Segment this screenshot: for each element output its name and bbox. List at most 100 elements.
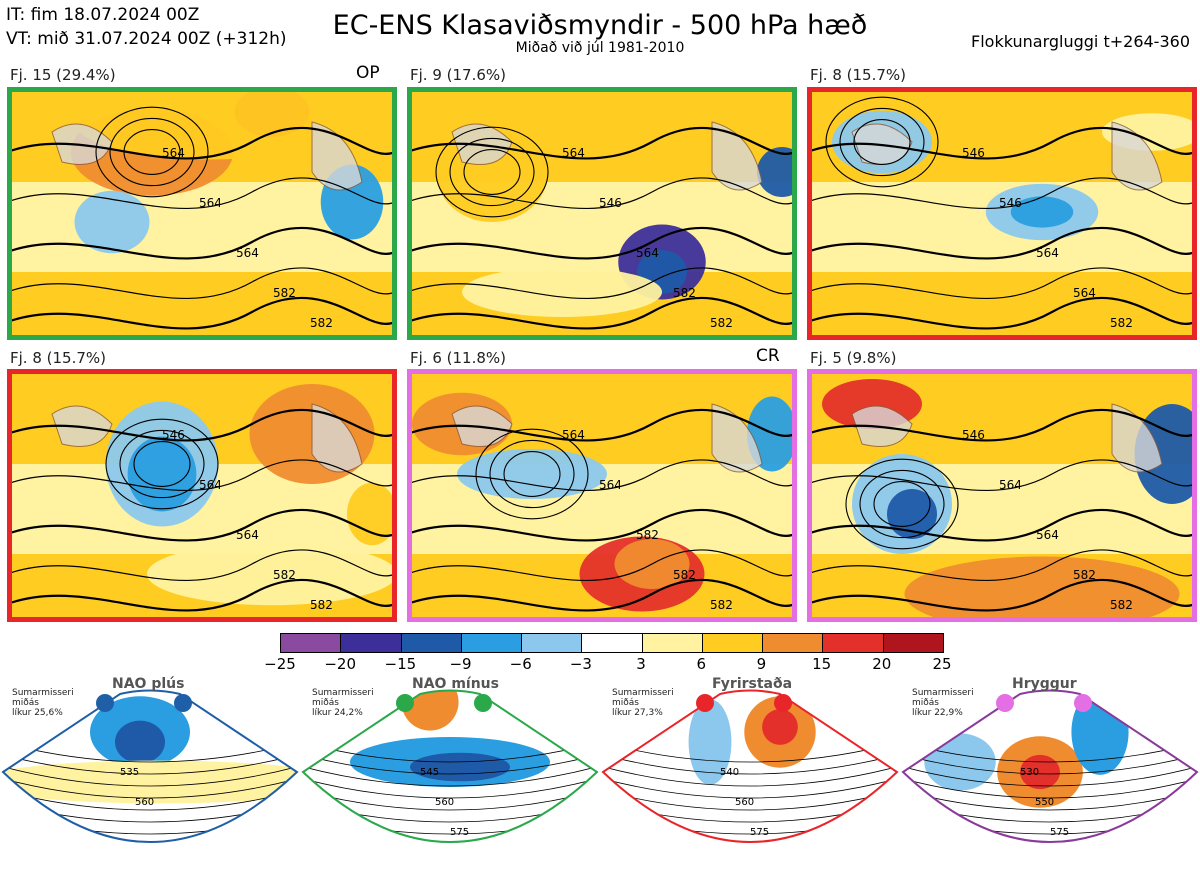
- low-contour: [489, 439, 575, 509]
- contour-label: 564: [562, 146, 585, 160]
- regime-anomaly-blob: [115, 720, 165, 764]
- height-contour: [412, 127, 792, 160]
- contour-label: 582: [310, 598, 333, 612]
- regime-note: Sumarmisseri miðás líkur 22,9%: [912, 688, 974, 718]
- regime-contour: [903, 765, 1197, 787]
- regime-contour: [903, 741, 1197, 763]
- regime-note: Sumarmisseri miðás líkur 27,3%: [612, 688, 674, 718]
- regime-note: Sumarmisseri miðás líkur 24,2%: [312, 688, 374, 718]
- contour-label: 564: [636, 246, 659, 260]
- colorbar-segment: [401, 634, 462, 652]
- colorbar-tick-label: −25: [264, 655, 296, 673]
- height-contour: [412, 409, 792, 442]
- regime-contour-label: 560: [735, 797, 754, 808]
- regime-contour: [303, 789, 597, 811]
- low-contour: [463, 149, 521, 195]
- regime-panel: 540 560 575 Fyrirstaða Sumarmisseri miðás líku…: [600, 672, 900, 872]
- regime-contour-label: 560: [435, 797, 454, 808]
- regime-contour-label: 550: [1035, 797, 1054, 808]
- contour-label: 564: [236, 528, 259, 542]
- low-contour: [119, 429, 205, 499]
- regime-contour: [603, 753, 897, 775]
- regime-contour: [903, 789, 1197, 811]
- contour-label: 582: [1110, 598, 1133, 612]
- colorbar-tick-label: 25: [932, 655, 952, 673]
- height-contour: [812, 509, 1192, 542]
- contour-label: 564: [199, 196, 222, 210]
- regime-title: NAO mínus: [412, 676, 499, 692]
- colorbar-tick-label: 15: [812, 655, 832, 673]
- regime-frame: [301, 689, 599, 843]
- height-contour: [412, 509, 792, 542]
- regime-anomaly-blob: [924, 733, 996, 791]
- panel-label: Fj. 5 (9.8%): [810, 349, 897, 367]
- height-contour: [12, 579, 392, 612]
- low-contour: [449, 137, 535, 207]
- colorbar-segment: [763, 634, 824, 652]
- page-title: EC-ENS Klasaviðsmyndir - 500 hPa hæð: [332, 10, 868, 41]
- height-contour: [812, 409, 1192, 442]
- height-contour: [812, 267, 1192, 299]
- height-contour: [412, 267, 792, 299]
- regime-contour: [3, 741, 297, 763]
- colorbar-segment: [461, 634, 523, 652]
- regime-contour: [303, 765, 597, 787]
- regime-contour: [303, 777, 597, 799]
- low-contour: [859, 469, 945, 539]
- height-contour: [412, 227, 792, 260]
- panel-tag: OP: [356, 63, 380, 83]
- regime-marker-dot: [396, 694, 414, 712]
- contour-label: 582: [273, 568, 296, 582]
- regime-title: Hryggur: [1012, 676, 1077, 692]
- height-contour: [412, 549, 792, 581]
- colorbar-segment: [642, 634, 703, 652]
- regime-contour-label: 575: [1050, 827, 1069, 838]
- regime-marker-dot: [996, 694, 1014, 712]
- contour-label: 564: [199, 478, 222, 492]
- regime-anomaly-blob: [762, 709, 798, 745]
- anomaly-blob: [462, 267, 662, 317]
- regime-marker-dot: [474, 694, 492, 712]
- regime-frame: [601, 689, 899, 843]
- contour-label: 564: [1036, 246, 1059, 260]
- height-contour: [812, 549, 1192, 581]
- page-subtitle: Miðað við júl 1981-2010: [515, 40, 685, 56]
- contour-label: 546: [999, 196, 1022, 210]
- panel-label: Fj. 6 (11.8%): [410, 349, 506, 367]
- anomaly-blob: [74, 190, 150, 254]
- colorbar: [280, 633, 944, 653]
- cluster-map-panel: 564 564 582 582 582: [407, 369, 797, 622]
- low-contour: [845, 458, 959, 550]
- regime-contour-label: 560: [135, 797, 154, 808]
- regime-marker-dot: [774, 694, 792, 712]
- regime-anomaly-blob: [3, 760, 297, 804]
- height-contour: [12, 267, 392, 299]
- colorbar-segment: [883, 634, 943, 652]
- anomaly-blob: [147, 542, 392, 606]
- contour-label: 564: [1073, 286, 1096, 300]
- cluster-map-panel: 546 564 564 582 582: [807, 369, 1197, 622]
- regime-anomaly-blob: [688, 699, 732, 785]
- colorbar-tick-label: −6: [509, 655, 532, 673]
- cluster-map-panel: 564 564 564 582 582: [7, 87, 397, 340]
- anomaly-blob: [127, 436, 197, 512]
- anomaly-blob: [457, 449, 607, 499]
- cluster-map-panel: 546 564 564 582 582: [7, 369, 397, 622]
- contour-label: 582: [1110, 316, 1133, 330]
- panel-tag: CR: [756, 346, 780, 366]
- anomaly-blob: [812, 287, 1105, 335]
- anomaly-blob: [1010, 196, 1074, 228]
- colorbar-tick-label: −3: [569, 655, 592, 673]
- height-contour: [12, 297, 392, 330]
- regime-contour-label: 575: [450, 827, 469, 838]
- regime-marker-dot: [174, 694, 192, 712]
- low-contour: [825, 96, 939, 188]
- height-contour: [812, 177, 1192, 209]
- regime-frame: [901, 689, 1199, 843]
- anomaly-blob: [74, 92, 350, 160]
- cluster-map-panel: 546 546 564 564 582: [807, 87, 1197, 340]
- low-contour: [123, 129, 181, 175]
- contour-label: 546: [962, 428, 985, 442]
- colorbar-segment: [702, 634, 764, 652]
- height-contour: [812, 127, 1192, 160]
